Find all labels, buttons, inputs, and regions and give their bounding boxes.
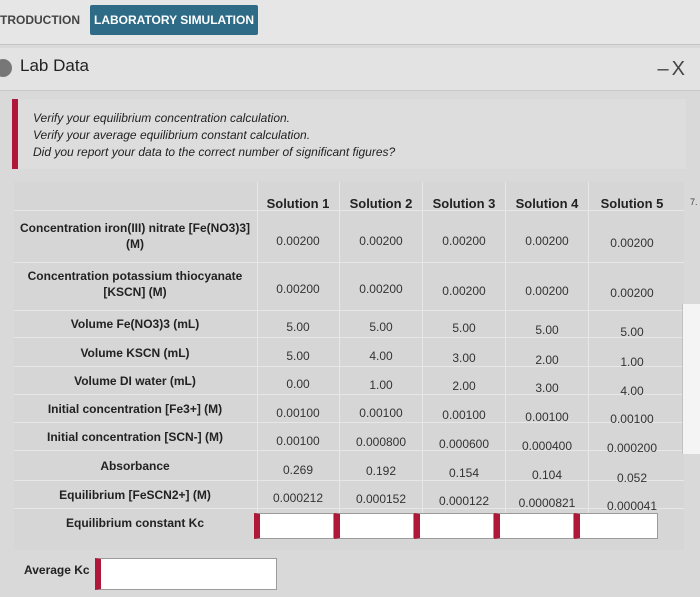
table-divider [14,210,684,211]
table-divider [14,337,684,338]
tab-laboratory-simulation[interactable]: LABORATORY SIMULATION [90,5,258,35]
table-cell: 5.00 [535,323,559,337]
table-cell: 0.00200 [276,282,320,296]
table-cell: 3.00 [452,351,476,365]
kc-input-solution-5[interactable] [574,513,658,539]
table-cell: 0.00200 [610,286,654,300]
table-cell: 0.00 [286,377,310,391]
table-cell: 0.052 [616,471,648,485]
row-label-kc: Equilibrium constant Kc [65,516,204,530]
table-cell: 5.00 [286,320,310,334]
table-cell: 1.00 [369,378,393,392]
row-label-vol-fe: Volume Fe(NO3)3 (mL) [70,317,200,331]
table-divider [505,182,506,538]
table-cell: 0.00100 [525,410,569,424]
kc-input-solution-3[interactable] [414,513,494,539]
table-cell: 0.000400 [521,439,573,453]
row-label-kscn: Concentration potassium thiocyanate [KSC… [27,269,243,299]
kc-input-solution-4[interactable] [494,513,574,539]
table-cell: 0.00200 [442,284,486,298]
column-header: Solution 5 [600,196,664,211]
instruction-line: Did you report your data to the correct … [33,145,396,159]
row-label-vol-kscn: Volume KSCN (mL) [80,346,190,360]
table-cell: 5.00 [452,321,476,335]
kc-input-solution-1[interactable] [254,513,334,539]
column-header: Solution 3 [432,196,496,211]
table-divider [422,182,423,538]
average-kc-input[interactable] [95,558,277,590]
table-cell: 0.000122 [438,494,490,508]
table-divider [14,508,684,509]
instruction-line: Verify your equilibrium concentration ca… [33,111,291,125]
table-cell: 5.00 [286,349,310,363]
table-cell: 0.000041 [606,499,658,513]
average-kc-label: Average Kc [24,563,90,577]
table-divider [14,366,684,367]
table-cell: 0.00200 [359,234,403,248]
table-divider [14,310,684,311]
lab-data-table: Solution 1 Solution 2 Solution 3 Solutio… [14,182,684,550]
row-label-fe-nitrate: Concentration iron(III) nitrate [Fe(NO3)… [20,221,251,251]
tab-introduction[interactable]: TRODUCTION [0,13,80,27]
column-header: Solution 1 [266,196,330,211]
table-cell: 3.00 [535,381,559,395]
panel-title: Lab Data [20,56,89,75]
table-cell: 0.000800 [355,435,407,449]
table-cell: 0.00200 [525,234,569,248]
instruction-line: Verify your average equilibrium constant… [33,128,311,142]
table-cell: 0.00200 [610,236,654,250]
table-divider [257,182,258,538]
table-cell: 0.0000821 [518,496,576,510]
table-cell: 0.00100 [276,434,320,448]
table-cell: 0.192 [365,464,397,478]
instruction-box: Verify your equilibrium concentration ca… [12,99,686,169]
edge-text: 7. [690,197,698,207]
table-cell: 0.00100 [610,412,654,426]
row-label-absorbance: Absorbance [100,459,170,473]
side-panel-edge [682,304,700,454]
table-cell: 0.00200 [359,282,403,296]
column-header: Solution 4 [515,196,579,211]
table-cell: 5.00 [620,325,644,339]
row-label-initial-scn: Initial concentration [SCN-] (M) [47,430,223,444]
table-cell: 1.00 [620,355,644,369]
table-cell: 2.00 [452,379,476,393]
top-tab-bar: TRODUCTION LABORATORY SIMULATION [0,0,700,45]
table-divider [14,480,684,481]
row-label-vol-water: Volume DI water (mL) [74,374,196,388]
table-cell: 0.000152 [355,492,407,506]
minimize-button[interactable]: – [657,58,672,80]
table-cell: 0.154 [448,466,480,480]
table-cell: 0.00100 [276,406,320,420]
table-divider [14,450,684,451]
row-label-initial-fe: Initial concentration [Fe3+] (M) [47,402,223,416]
table-cell: 0.000212 [272,491,324,505]
lab-data-header: Lab Data –X [0,48,700,91]
close-button[interactable]: X [671,58,688,80]
table-cell: 2.00 [535,353,559,367]
window-controls: –X [658,58,688,81]
table-divider [339,182,340,538]
table-cell: 0.00100 [359,406,403,420]
column-header: Solution 2 [349,196,413,211]
table-cell: 0.00200 [525,284,569,298]
table-cell: 0.00200 [442,234,486,248]
table-cell: 4.00 [369,349,393,363]
table-divider [14,394,684,395]
kc-input-solution-2[interactable] [334,513,414,539]
table-cell: 0.000200 [606,441,658,455]
header-circle-icon [0,59,12,77]
row-label-equilibrium-fescn: Equilibrium [FeSCN2+] (M) [59,488,211,502]
table-cell: 4.00 [620,384,644,398]
table-cell: 0.00100 [442,408,486,422]
table-cell: 0.104 [531,468,563,482]
table-divider [14,422,684,423]
table-cell: 0.000600 [438,437,490,451]
table-divider [588,182,589,538]
table-cell: 5.00 [369,320,393,334]
table-cell: 0.00200 [276,234,320,248]
table-cell: 0.269 [282,463,314,477]
table-divider [14,262,684,263]
